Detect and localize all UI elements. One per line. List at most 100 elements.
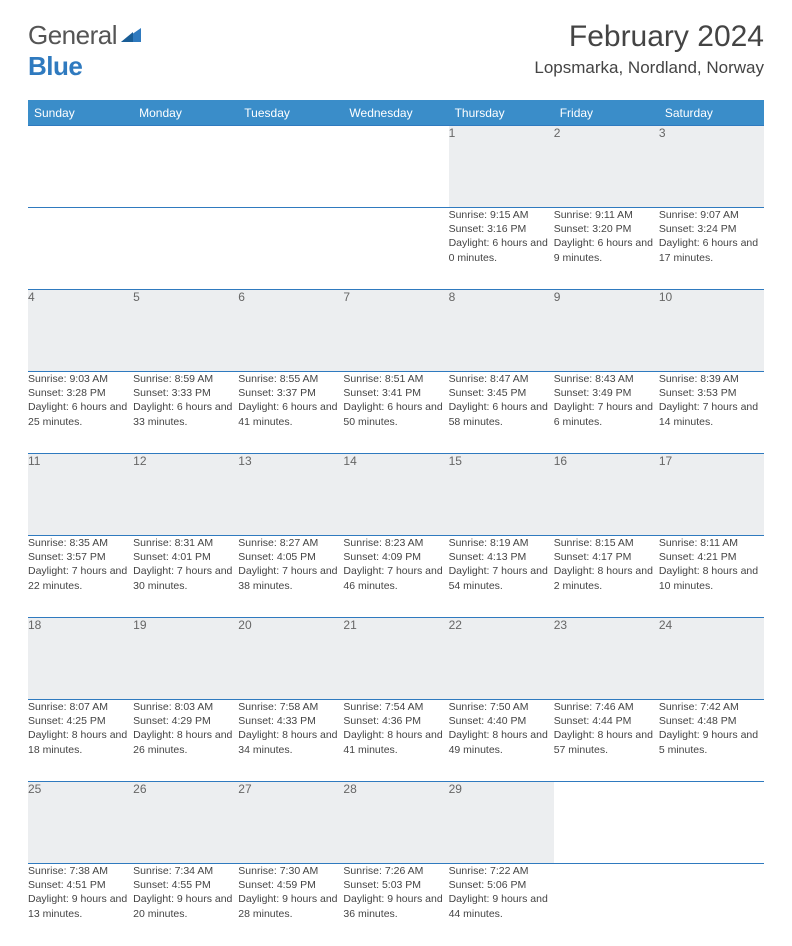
day-info-row: Sunrise: 8:07 AMSunset: 4:25 PMDaylight:… — [28, 700, 764, 782]
sunrise-value: 7:34 AM — [175, 865, 214, 877]
day-info-cell — [343, 208, 448, 290]
daylight-label: Daylight: — [659, 401, 703, 413]
day-number-cell: 13 — [238, 454, 343, 536]
daylight-label: Daylight: — [238, 729, 282, 741]
daylight-label: Daylight: — [28, 729, 72, 741]
daylight-label: Daylight: — [133, 401, 177, 413]
sunrise-value: 7:42 AM — [700, 701, 739, 713]
sunrise-value: 8:55 AM — [280, 373, 319, 385]
sunrise-label: Sunrise: — [343, 537, 384, 549]
sunset-value: 3:28 PM — [67, 387, 106, 399]
day-number-cell: 29 — [449, 782, 554, 864]
day-info-cell: Sunrise: 8:11 AMSunset: 4:21 PMDaylight:… — [659, 536, 764, 618]
sunset-value: 3:49 PM — [592, 387, 631, 399]
daylight-label: Daylight: — [238, 893, 282, 905]
sunrise-label: Sunrise: — [343, 701, 384, 713]
sunset-label: Sunset: — [133, 879, 172, 891]
calendar-table: SundayMondayTuesdayWednesdayThursdayFrid… — [28, 100, 764, 946]
sunset-value: 4:44 PM — [592, 715, 631, 727]
sunrise-label: Sunrise: — [659, 209, 700, 221]
sunrise-label: Sunrise: — [554, 537, 595, 549]
sunset-value: 3:45 PM — [487, 387, 526, 399]
daylight-label: Daylight: — [133, 565, 177, 577]
day-info-cell: Sunrise: 9:03 AMSunset: 3:28 PMDaylight:… — [28, 372, 133, 454]
sunset-label: Sunset: — [449, 879, 488, 891]
sunset-label: Sunset: — [28, 879, 67, 891]
sunrise-value: 7:58 AM — [280, 701, 319, 713]
day-number-cell: 17 — [659, 454, 764, 536]
logo-word2: Blue — [28, 51, 82, 81]
day-number-cell: 15 — [449, 454, 554, 536]
sunset-label: Sunset: — [133, 715, 172, 727]
day-info-cell — [133, 208, 238, 290]
daylight-label: Daylight: — [133, 729, 177, 741]
day-number-cell: 11 — [28, 454, 133, 536]
sunrise-value: 7:50 AM — [490, 701, 529, 713]
logo: General Blue — [28, 20, 143, 82]
day-number-row: 123 — [28, 126, 764, 208]
sunrise-value: 8:11 AM — [700, 537, 738, 549]
sunset-label: Sunset: — [28, 715, 67, 727]
day-number-cell: 21 — [343, 618, 448, 700]
day-info-cell: Sunrise: 8:55 AMSunset: 3:37 PMDaylight:… — [238, 372, 343, 454]
sunset-label: Sunset: — [449, 223, 488, 235]
logo-word1: General — [28, 20, 117, 50]
sunrise-label: Sunrise: — [238, 701, 279, 713]
sunrise-label: Sunrise: — [238, 373, 279, 385]
day-number-cell: 9 — [554, 290, 659, 372]
day-number-cell — [238, 126, 343, 208]
daylight-label: Daylight: — [554, 729, 598, 741]
daylight-label: Daylight: — [238, 401, 282, 413]
day-info-row: Sunrise: 7:38 AMSunset: 4:51 PMDaylight:… — [28, 864, 764, 946]
sunrise-value: 7:46 AM — [595, 701, 634, 713]
day-info-cell — [659, 864, 764, 946]
sunrise-label: Sunrise: — [449, 209, 490, 221]
day-info-row: Sunrise: 8:35 AMSunset: 3:57 PMDaylight:… — [28, 536, 764, 618]
day-number-cell: 3 — [659, 126, 764, 208]
daylight-label: Daylight: — [238, 565, 282, 577]
day-number-cell — [133, 126, 238, 208]
sunrise-label: Sunrise: — [449, 701, 490, 713]
day-number-row: 18192021222324 — [28, 618, 764, 700]
sunset-label: Sunset: — [449, 387, 488, 399]
day-info-row: Sunrise: 9:03 AM Sunset: 3:28 PM Daylight:… — [28, 372, 764, 454]
sunset-label: Sunset: — [343, 551, 382, 563]
day-number-cell: 24 — [659, 618, 764, 700]
day-number-cell: 26 — [133, 782, 238, 864]
sunset-value: 4:01 PM — [172, 551, 211, 563]
sunrise-value: 8:23 AM — [385, 537, 424, 549]
day-number-cell: 28 — [343, 782, 448, 864]
daylight-label: Daylight: — [449, 565, 493, 577]
sunrise-value: 7:22 AM — [490, 865, 529, 877]
sunset-label: Sunset: — [659, 223, 698, 235]
sunrise-value: 9:11 AM — [595, 209, 633, 221]
day-info-cell — [238, 208, 343, 290]
day-number-cell: 22 — [449, 618, 554, 700]
day-number-row: 45678910 — [28, 290, 764, 372]
daylight-label: Daylight: — [343, 565, 387, 577]
daylight-label: Daylight: — [28, 893, 72, 905]
weekday-header: Wednesday — [343, 101, 448, 126]
daylight-label: Daylight: — [659, 237, 703, 249]
day-number-cell: 8 — [449, 290, 554, 372]
sunrise-label: Sunrise: — [133, 865, 174, 877]
sunrise-label: Sunrise: — [449, 865, 490, 877]
sunrise-label: Sunrise: — [343, 373, 384, 385]
sunset-value: 4:33 PM — [277, 715, 316, 727]
day-number-cell: 25 — [28, 782, 133, 864]
location: Lopsmarka, Nordland, Norway — [534, 58, 764, 78]
daylight-label: Daylight: — [659, 729, 703, 741]
weekday-header-row: SundayMondayTuesdayWednesdayThursdayFrid… — [28, 101, 764, 126]
sunrise-label: Sunrise: — [659, 373, 700, 385]
sunset-value: 4:17 PM — [592, 551, 631, 563]
sunrise-label: Sunrise: — [449, 373, 490, 385]
daylight-label: Daylight: — [343, 401, 387, 413]
day-info-cell: Sunrise: 7:42 AMSunset: 4:48 PMDaylight:… — [659, 700, 764, 782]
sunrise-value: 9:03 AM — [69, 373, 108, 385]
day-info-row: Sunrise: 9:15 AMSunset: 3:16 PMDaylight:… — [28, 208, 764, 290]
sunset-value: 4:36 PM — [382, 715, 421, 727]
sunrise-label: Sunrise: — [554, 373, 595, 385]
sunset-label: Sunset: — [133, 551, 172, 563]
sunset-value: 5:06 PM — [487, 879, 526, 891]
sunrise-label: Sunrise: — [133, 701, 174, 713]
